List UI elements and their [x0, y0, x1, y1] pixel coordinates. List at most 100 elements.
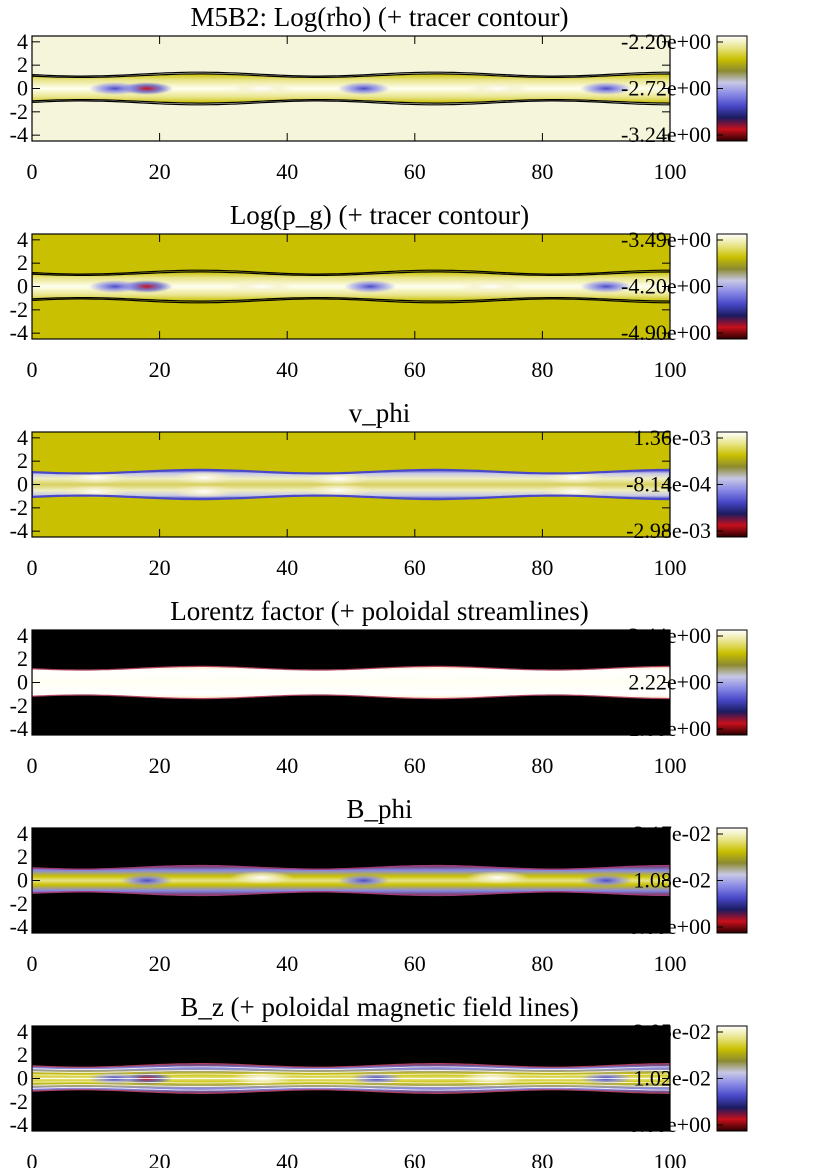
colorbar-tick-label: 0.00e+00 — [628, 1112, 711, 1137]
x-tick-label: 60 — [404, 357, 426, 382]
feature-blue — [88, 82, 141, 95]
y-tick-label: 4 — [17, 1019, 28, 1044]
x-tick-label: 60 — [404, 753, 426, 778]
heatmap-area — [32, 432, 670, 537]
feature-white — [465, 871, 530, 884]
tracer-contour — [32, 73, 670, 104]
y-tick-label: 0 — [17, 76, 28, 101]
y-tick-label: -4 — [10, 320, 28, 345]
x-tick-label: 40 — [276, 357, 298, 382]
x-tick-label: 60 — [404, 159, 426, 184]
field-line — [32, 1066, 670, 1071]
feature-white — [306, 472, 371, 486]
y-tick-label: 4 — [17, 425, 28, 450]
jet-edge — [32, 864, 670, 897]
x-tick-label: 40 — [276, 159, 298, 184]
panel-title: B_phi — [346, 794, 412, 824]
tracer-contour — [32, 269, 670, 304]
x-tick-label: 0 — [27, 1149, 38, 1168]
panel-1: M5B2: Log(rho) (+ tracer contour)420-2-4… — [10, 2, 748, 184]
x-tick-label: 0 — [27, 951, 38, 976]
x-tick-label: 100 — [654, 159, 687, 184]
field-line — [32, 1073, 670, 1076]
y-tick-label: 0 — [17, 472, 28, 497]
colorbar-tick-label: -4.90e+00 — [621, 320, 711, 345]
colorbar-tick-label: -4.20e+00 — [621, 274, 711, 299]
panel-title: Lorentz factor (+ poloidal streamlines) — [170, 596, 589, 626]
y-tick-label: 4 — [17, 623, 28, 648]
panel-4: Lorentz factor (+ poloidal streamlines) 4… — [10, 596, 748, 778]
y-tick-label: -4 — [10, 914, 28, 939]
x-tick-label: 0 — [27, 357, 38, 382]
tracer-contour — [32, 271, 670, 302]
feature-white — [172, 485, 237, 498]
feature-blue — [120, 874, 173, 887]
x-tick-label: 40 — [276, 753, 298, 778]
y-tick-label: 2 — [17, 1042, 28, 1067]
streamline — [32, 688, 670, 692]
heatmap-area — [32, 1026, 670, 1131]
colorbar-tick-label: -2.98e-03 — [626, 518, 711, 543]
panel-2: Log(p_g) (+ tracer contour)420-2-40 20 40 6… — [10, 200, 748, 382]
x-tick-label: 20 — [149, 1149, 171, 1168]
feature-white — [465, 82, 530, 95]
colorbar-tick-label: 2.22e+00 — [628, 670, 711, 695]
x-tick-label: 20 — [149, 555, 171, 580]
colorbar-tick-label: 3.44e+00 — [628, 623, 711, 648]
y-tick-label: -2 — [10, 297, 28, 322]
x-tick-label: 100 — [654, 951, 687, 976]
y-tick-label: 0 — [17, 274, 28, 299]
feature-white — [306, 483, 371, 497]
field-line — [32, 1070, 670, 1073]
panel-title: M5B2: Log(rho) (+ tracer contour) — [190, 2, 568, 32]
colorbar-tick-label: 2.05e-02 — [633, 1019, 711, 1044]
y-tick-label: 0 — [17, 670, 28, 695]
heatmap-area — [32, 828, 670, 933]
x-tick-label: 80 — [531, 357, 553, 382]
panel-title: Log(p_g) (+ tracer contour) — [230, 200, 529, 230]
feature-white — [172, 471, 237, 484]
feature-blue — [337, 82, 390, 95]
y-tick-label: 2 — [17, 250, 28, 275]
feature-blue — [344, 280, 397, 293]
y-tick-label: 2 — [17, 448, 28, 473]
x-tick-label: 100 — [654, 753, 687, 778]
x-tick-label: 100 — [654, 555, 687, 580]
x-tick-label: 20 — [149, 357, 171, 382]
x-tick-label: 40 — [276, 951, 298, 976]
colorbar-tick-label: 1.02e-02 — [633, 1066, 711, 1091]
feature-blue — [580, 82, 633, 95]
feature-white — [459, 280, 524, 293]
field-line — [32, 1084, 670, 1087]
feature-white — [229, 280, 294, 293]
heatmap-area — [32, 36, 670, 141]
y-tick-label: -4 — [10, 716, 28, 741]
y-tick-label: -4 — [10, 518, 28, 543]
x-tick-label: 100 — [654, 1149, 687, 1168]
streamline — [32, 691, 670, 696]
x-tick-label: 100 — [654, 357, 687, 382]
feature-blue — [580, 874, 633, 887]
y-tick-label: 4 — [17, 29, 28, 54]
jet-edge — [32, 665, 670, 700]
streamline — [32, 669, 670, 674]
colorbar-tick-label: 1.08e-02 — [633, 868, 711, 893]
y-tick-label: 0 — [17, 1066, 28, 1091]
x-tick-label: 20 — [149, 159, 171, 184]
feature-blue — [580, 280, 633, 293]
jet-edge — [32, 1062, 670, 1095]
y-tick-label: 0 — [17, 868, 28, 893]
x-tick-label: 0 — [27, 555, 38, 580]
x-tick-label: 0 — [27, 753, 38, 778]
y-tick-label: -2 — [10, 1089, 28, 1114]
y-tick-label: -2 — [10, 99, 28, 124]
streamline — [32, 685, 670, 688]
colorbar-tick-label: 1.00e+00 — [628, 716, 711, 741]
x-tick-label: 60 — [404, 1149, 426, 1168]
panel-title: v_phi — [349, 398, 411, 428]
colorbar-tick-label: -3.24e+00 — [621, 122, 711, 147]
heatmap-area — [32, 630, 670, 735]
feature-blue — [337, 874, 390, 887]
heatmap-area — [32, 234, 670, 339]
